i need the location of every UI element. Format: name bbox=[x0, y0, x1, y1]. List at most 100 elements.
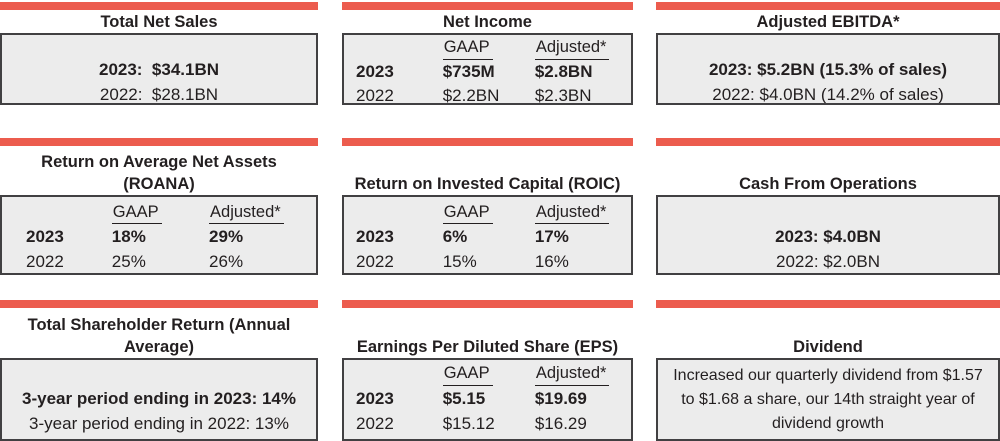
accent-bar bbox=[0, 2, 318, 10]
metric-box: 2023: $5.2BN (15.3% of sales) 2022: $4.0… bbox=[656, 33, 1000, 105]
column-header-adjusted-text: Adjusted* bbox=[534, 362, 610, 386]
panel-total-net-sales: Total Net Sales 2023: $34.1BN 2022: $28.… bbox=[0, 2, 318, 105]
header-spacer bbox=[26, 201, 112, 224]
panel-title-text: Net Income bbox=[443, 13, 532, 31]
panel-title: Dividend bbox=[656, 308, 1000, 358]
metrics-table: GAAP Adjusted* 2023 18% 29% 2022 25% 26% bbox=[2, 197, 316, 273]
row-year: 2022 bbox=[356, 86, 394, 105]
metric-box: 2023: $34.1BN 2022: $28.1BN bbox=[0, 33, 318, 105]
header-spacer bbox=[356, 36, 443, 60]
metrics-table: GAAP Adjusted* 2023 $735M $2.8BN 2022 $2… bbox=[344, 35, 631, 105]
cell-gaap: 18% bbox=[111, 227, 146, 246]
panel-title: Earnings Per Diluted Share (EPS) bbox=[342, 308, 633, 358]
panel-net-income: Net Income GAAP Adjusted* 2023 $735M $2.… bbox=[342, 2, 633, 105]
column-header-adjusted: Adjusted* bbox=[209, 201, 312, 224]
row-year: 2022 bbox=[356, 414, 394, 433]
column-header-gaap: GAAP bbox=[442, 36, 535, 60]
accent-bar bbox=[656, 300, 1000, 308]
column-header-gaap-text: GAAP bbox=[111, 201, 162, 224]
metric-box: GAAP Adjusted* 2023 $735M $2.8BN 2022 $2… bbox=[342, 33, 633, 105]
cell-adjusted: 16% bbox=[534, 252, 569, 271]
panel-title: Total Net Sales bbox=[0, 10, 318, 33]
cell-gaap: 15% bbox=[442, 252, 477, 271]
accent-bar bbox=[0, 300, 318, 308]
panel-adjusted-ebitda: Adjusted EBITDA* 2023: $5.2BN (15.3% of … bbox=[656, 2, 1000, 105]
panel-title-text: Return on Average Net Assets (ROANA) bbox=[41, 153, 277, 193]
metric-values: 2023: $4.0BN 2022: $2.0BN bbox=[658, 197, 998, 273]
column-header-gaap: GAAP bbox=[442, 201, 535, 224]
panel-title: Return on Invested Capital (ROIC) bbox=[342, 146, 633, 195]
column-header-gaap-text: GAAP bbox=[442, 362, 493, 386]
column-header-adjusted-text: Adjusted* bbox=[534, 36, 610, 60]
panel-title: Adjusted EBITDA* bbox=[656, 10, 1000, 33]
metric-line-2022: 3-year period ending in 2022: 13% bbox=[29, 413, 289, 433]
column-header-gaap-text: GAAP bbox=[442, 36, 493, 60]
accent-bar bbox=[656, 138, 1000, 146]
cell-gaap: $735M bbox=[442, 62, 495, 81]
header-spacer bbox=[356, 201, 443, 224]
cell-adjusted: $2.3BN bbox=[534, 86, 592, 105]
cell-adjusted: 26% bbox=[209, 252, 244, 271]
panel-title-text: Adjusted EBITDA* bbox=[756, 13, 900, 31]
panel-dividend: Dividend Increased our quarterly dividen… bbox=[656, 300, 1000, 441]
panel-title-text: Total Net Sales bbox=[100, 13, 218, 31]
column-header-adjusted-text: Adjusted* bbox=[534, 201, 610, 224]
metric-line-2023: 2023: $5.2BN (15.3% of sales) bbox=[708, 60, 948, 79]
metrics-table: GAAP Adjusted* 2023 6% 17% 2022 15% 16% bbox=[344, 197, 631, 273]
accent-bar bbox=[342, 2, 633, 10]
row-year: 2023 bbox=[26, 227, 64, 246]
accent-bar bbox=[342, 138, 633, 146]
panel-total-shareholder-return: Total Shareholder Return (Annual Average… bbox=[0, 300, 318, 441]
metric-line-2023: 2023: $34.1BN bbox=[98, 60, 220, 79]
accent-bar bbox=[0, 138, 318, 146]
metric-box: Increased our quarterly dividend from $1… bbox=[656, 358, 1000, 441]
row-year: 2023 bbox=[356, 62, 394, 81]
metric-values: 2023: $34.1BN 2022: $28.1BN bbox=[2, 35, 316, 104]
panel-title: Net Income bbox=[342, 10, 633, 33]
metric-box: 2023: $4.0BN 2022: $2.0BN bbox=[656, 195, 1000, 275]
metric-box: GAAP Adjusted* 2023 $5.15 $19.69 2022 $1… bbox=[342, 358, 633, 441]
column-header-adjusted: Adjusted* bbox=[534, 36, 627, 60]
panel-title-text: Dividend bbox=[793, 338, 863, 356]
panel-roana: Return on Average Net Assets (ROANA) GAA… bbox=[0, 138, 318, 275]
metric-line-2023: 2023: $4.0BN bbox=[775, 227, 881, 246]
metric-line-2022: 2022: $4.0BN (14.2% of sales) bbox=[712, 84, 944, 104]
accent-bar bbox=[342, 300, 633, 308]
panel-cash-from-operations: Cash From Operations 2023: $4.0BN 2022: … bbox=[656, 138, 1000, 275]
panel-title-text: Total Shareholder Return (Annual Average… bbox=[27, 316, 291, 356]
metric-line-2022: 2022: $28.1BN bbox=[99, 84, 219, 104]
metric-box: GAAP Adjusted* 2023 18% 29% 2022 25% 26% bbox=[0, 195, 318, 275]
column-header-adjusted: Adjusted* bbox=[534, 362, 627, 386]
column-header-adjusted: Adjusted* bbox=[534, 201, 627, 224]
panel-title-text: Earnings Per Diluted Share (EPS) bbox=[356, 338, 619, 356]
accent-bar bbox=[656, 2, 1000, 10]
row-year: 2022 bbox=[356, 252, 394, 271]
panel-title: Return on Average Net Assets (ROANA) bbox=[0, 146, 318, 195]
metric-values: 2023: $5.2BN (15.3% of sales) 2022: $4.0… bbox=[658, 35, 998, 104]
header-spacer bbox=[356, 362, 443, 386]
panel-title: Cash From Operations bbox=[656, 146, 1000, 195]
cell-gaap: $2.2BN bbox=[442, 86, 500, 105]
cell-adjusted: $19.69 bbox=[534, 389, 587, 408]
metric-line-2022: 2022: $2.0BN bbox=[776, 251, 880, 271]
column-header-adjusted-text: Adjusted* bbox=[209, 201, 284, 224]
cell-adjusted: 29% bbox=[209, 227, 244, 246]
metric-box: GAAP Adjusted* 2023 6% 17% 2022 15% 16% bbox=[342, 195, 633, 275]
panel-roic: Return on Invested Capital (ROIC) GAAP A… bbox=[342, 138, 633, 275]
dividend-description: Increased our quarterly dividend from $1… bbox=[673, 367, 983, 432]
cell-adjusted: $2.8BN bbox=[534, 62, 593, 81]
column-header-gaap: GAAP bbox=[442, 362, 535, 386]
row-year: 2023 bbox=[356, 227, 394, 246]
row-year: 2023 bbox=[356, 389, 394, 408]
metric-values: 3-year period ending in 2023: 14% 3-year… bbox=[2, 360, 316, 436]
cell-gaap: 6% bbox=[442, 227, 468, 246]
panel-title: Total Shareholder Return (Annual Average… bbox=[0, 308, 318, 358]
column-header-gaap-text: GAAP bbox=[442, 201, 493, 224]
metrics-table: GAAP Adjusted* 2023 $5.15 $19.69 2022 $1… bbox=[344, 360, 631, 436]
cell-gaap: $5.15 bbox=[442, 389, 486, 408]
cell-adjusted: 17% bbox=[534, 227, 569, 246]
panel-eps: Earnings Per Diluted Share (EPS) GAAP Ad… bbox=[342, 300, 633, 441]
column-header-gaap: GAAP bbox=[111, 201, 209, 224]
metric-box: 3-year period ending in 2023: 14% 3-year… bbox=[0, 358, 318, 441]
panel-title-text: Cash From Operations bbox=[739, 175, 917, 193]
